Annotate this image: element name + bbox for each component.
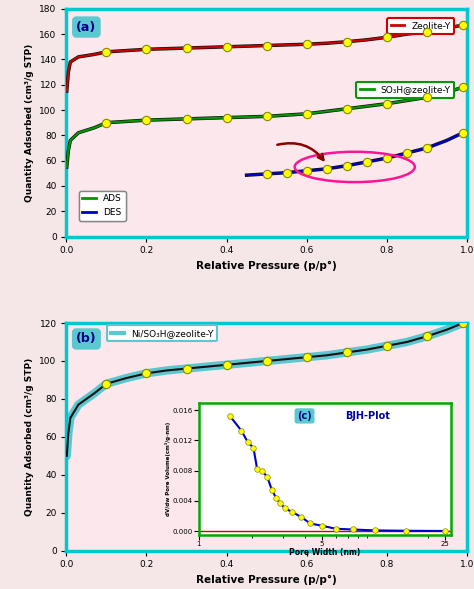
Y-axis label: Quantity Adsorbed (cm³/g STP): Quantity Adsorbed (cm³/g STP) — [25, 44, 34, 202]
Text: (a): (a) — [76, 21, 97, 34]
Legend: ADS, DES: ADS, DES — [79, 191, 126, 221]
Legend: Ni/SO₃H@zeolite-Y: Ni/SO₃H@zeolite-Y — [107, 325, 217, 342]
Y-axis label: Quantity Adsorbed (cm³/g STP): Quantity Adsorbed (cm³/g STP) — [25, 358, 34, 516]
Text: (b): (b) — [76, 332, 97, 346]
X-axis label: Relative Pressure (p/p°): Relative Pressure (p/p°) — [196, 575, 337, 585]
X-axis label: Relative Pressure (p/p°): Relative Pressure (p/p°) — [196, 261, 337, 271]
